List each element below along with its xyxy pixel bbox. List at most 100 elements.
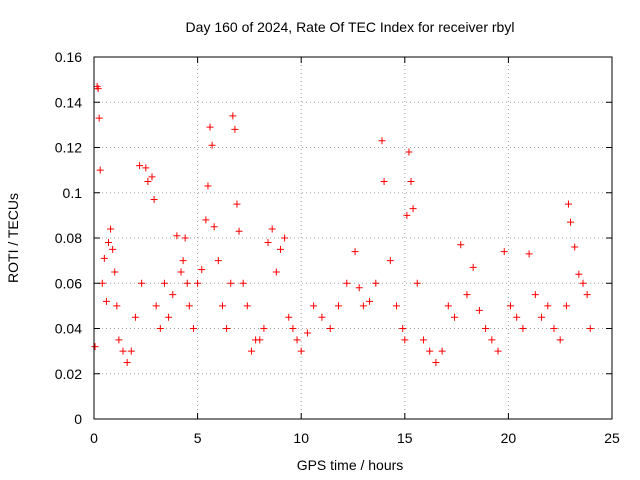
data-point: [393, 302, 401, 310]
y-tick-label: 0.04: [55, 321, 82, 337]
data-point: [366, 297, 374, 305]
data-point: [160, 279, 168, 287]
x-tick-label: 15: [397, 430, 413, 446]
data-point: [202, 216, 210, 224]
data-point: [451, 313, 459, 321]
data-point: [444, 302, 452, 310]
chart-title: Day 160 of 2024, Rate Of TEC Index for r…: [186, 19, 515, 35]
data-point: [531, 291, 539, 299]
data-point: [102, 297, 110, 305]
data-point: [95, 114, 103, 122]
data-point: [239, 279, 247, 287]
y-tick-label: 0.16: [55, 49, 82, 65]
data-point: [469, 263, 477, 271]
y-tick-label: 0.06: [55, 275, 82, 291]
data-point: [156, 325, 164, 332]
data-point: [218, 302, 226, 310]
data-point: [403, 211, 411, 219]
data-point: [289, 325, 297, 332]
data-point: [138, 279, 146, 287]
y-tick-label: 0.08: [55, 230, 82, 246]
data-point: [359, 302, 367, 310]
data-point: [185, 302, 193, 310]
x-tick-label: 5: [194, 430, 202, 446]
data-point: [94, 85, 102, 93]
y-axis-label: ROTI / TECUs: [5, 193, 21, 283]
data-point: [586, 325, 594, 332]
data-point: [109, 245, 117, 253]
data-point: [399, 325, 407, 332]
grid-layer: [94, 57, 612, 419]
data-point: [111, 268, 119, 276]
data-point: [351, 248, 359, 256]
y-tick-label: 0.02: [55, 366, 82, 382]
data-point: [355, 284, 363, 292]
data-point: [407, 177, 415, 185]
data-point: [475, 306, 483, 314]
data-point: [127, 347, 135, 355]
data-point: [297, 347, 305, 355]
data-point: [303, 329, 311, 337]
data-point: [150, 196, 158, 204]
data-point: [113, 302, 121, 310]
y-tick-label: 0: [74, 411, 82, 427]
data-point: [575, 270, 583, 278]
data-point: [372, 279, 380, 287]
x-tick-label: 20: [501, 430, 517, 446]
data-point: [181, 234, 189, 242]
data-point: [96, 166, 104, 174]
data-point: [583, 291, 591, 299]
data-point: [148, 173, 156, 181]
data-point: [183, 279, 191, 287]
data-point: [235, 227, 243, 235]
data-point: [100, 254, 108, 262]
data-point: [169, 291, 177, 299]
data-point: [326, 325, 334, 332]
data-point: [334, 302, 342, 310]
data-point: [494, 347, 502, 355]
data-point: [562, 302, 570, 310]
data-point: [544, 302, 552, 310]
data-point: [91, 343, 99, 351]
data-point: [189, 325, 197, 332]
data-point: [107, 225, 115, 233]
data-point: [378, 137, 386, 145]
data-point: [179, 257, 187, 265]
data-point: [432, 358, 440, 366]
data-point: [413, 279, 421, 287]
data-point: [177, 268, 185, 276]
x-tick-label: 25: [604, 430, 620, 446]
data-point: [310, 302, 318, 310]
x-tick-label: 0: [90, 430, 98, 446]
data-point: [260, 325, 268, 332]
data-point: [136, 162, 144, 170]
data-point: [256, 336, 264, 344]
data-point: [204, 182, 212, 190]
data-point: [264, 239, 272, 247]
data-point: [229, 112, 237, 120]
data-point: [231, 125, 239, 133]
data-point: [519, 325, 527, 332]
data-point: [457, 241, 465, 249]
data-point: [419, 336, 427, 344]
data-point: [198, 266, 206, 274]
data-point: [142, 164, 150, 172]
data-point: [482, 325, 490, 332]
x-tick-label: 10: [293, 430, 309, 446]
data-point: [343, 279, 351, 287]
data-point: [426, 347, 434, 355]
data-point: [556, 336, 564, 344]
data-point: [165, 313, 173, 321]
data-point: [131, 313, 139, 321]
data-point: [488, 336, 496, 344]
data-point: [272, 268, 280, 276]
data-point: [538, 313, 546, 321]
data-point: [318, 313, 326, 321]
data-point: [293, 336, 301, 344]
data-point: [380, 177, 388, 185]
data-point: [119, 347, 127, 355]
data-point: [506, 302, 514, 310]
data-point: [247, 347, 255, 355]
data-point: [276, 245, 284, 253]
